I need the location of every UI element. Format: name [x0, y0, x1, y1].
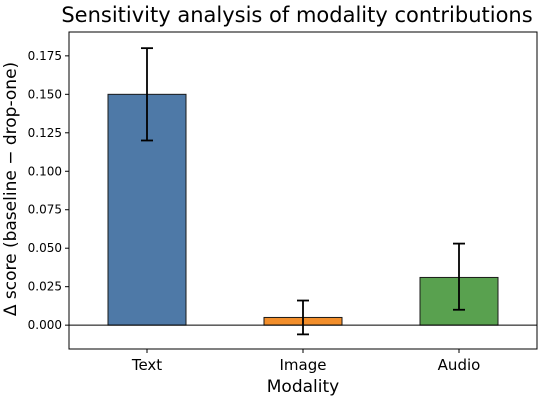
bars-layer — [107, 93, 499, 326]
x-axis-label: Modality — [267, 377, 339, 397]
plot-area — [68, 31, 538, 350]
x-axis: Text Image Audio — [131, 349, 480, 374]
y-tick-label: 0.100 — [28, 164, 62, 178]
x-tick-label-image: Image — [280, 356, 327, 374]
y-tick-label: 0.000 — [28, 318, 62, 332]
y-tick-label: 0.025 — [28, 280, 62, 294]
x-tick-label-text: Text — [131, 356, 162, 374]
errorbar-audio — [453, 242, 465, 311]
y-tick-label: 0.050 — [28, 241, 62, 255]
y-tick-label: 0.175 — [28, 49, 62, 63]
errorbars-layer — [141, 47, 465, 336]
y-axis: 0.000 0.025 0.050 0.075 0.100 0.125 0.150 0.175 — [28, 49, 69, 332]
y-tick-label: 0.125 — [28, 126, 62, 140]
y-tick-label: 0.075 — [28, 203, 62, 217]
chart-title: Sensitivity analysis of modality contrib… — [61, 3, 532, 27]
y-tick-label: 0.150 — [28, 87, 62, 101]
errorbar-image — [297, 299, 309, 336]
y-axis-label: Δ score (baseline − drop-one) — [1, 62, 21, 316]
x-tick-label-audio: Audio — [438, 356, 481, 374]
errorbar-text — [141, 47, 153, 142]
